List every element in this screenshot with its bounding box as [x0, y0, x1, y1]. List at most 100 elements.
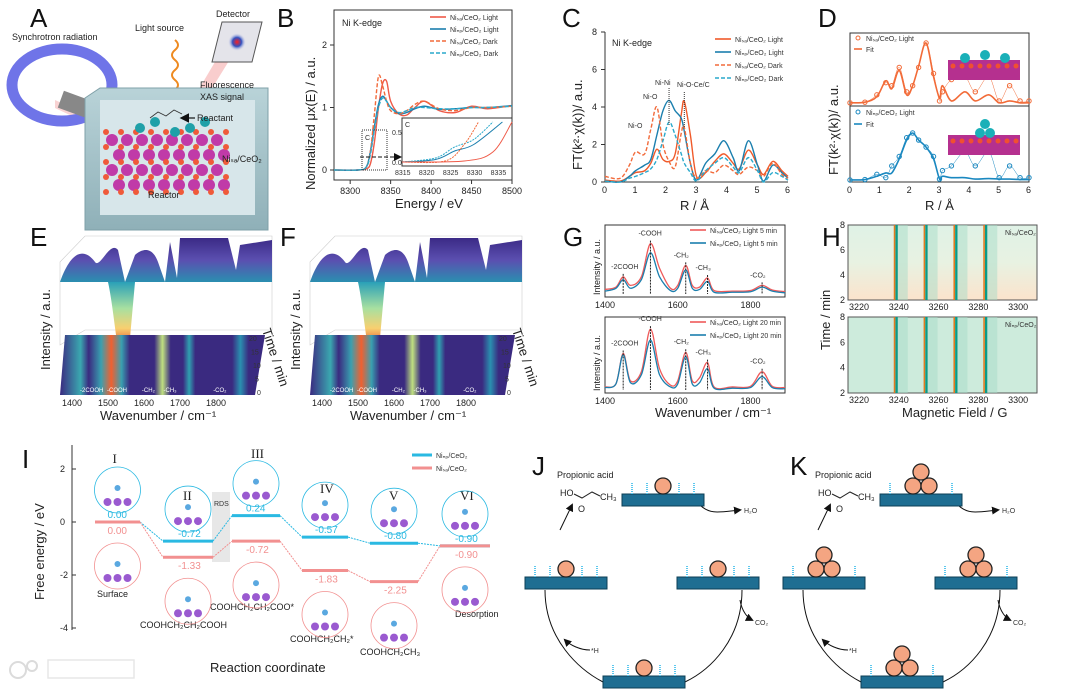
peak-label: -CH₃ — [696, 350, 711, 357]
peak-label: -2COOH — [80, 388, 103, 394]
y-axis-label: Intensity / a.u. — [38, 289, 53, 370]
peak-label: -CH₂ — [674, 252, 689, 259]
peak-label: -CO₂ — [463, 388, 477, 394]
panel-e: 1400 1500 1600 1700 1800 0 5 10 15 20 -2COOH -COOH -… — [38, 235, 292, 423]
o-atom — [208, 174, 214, 180]
series-c-0 — [604, 99, 789, 182]
ce-atom — [173, 149, 185, 161]
ce-atom — [113, 149, 125, 161]
x-tick-label: 5 — [755, 185, 760, 195]
ce-atom — [143, 179, 155, 191]
signal-band — [984, 225, 988, 300]
o-atom — [118, 129, 124, 135]
ce-atom — [113, 179, 125, 191]
edge-annotation: Ni K-edge — [342, 18, 382, 28]
signal-band — [983, 317, 985, 393]
energy-value: -0.57 — [315, 525, 338, 536]
h2o-label: H₂O — [744, 508, 758, 515]
ni-atom — [185, 596, 191, 603]
ce-atom — [184, 609, 192, 618]
ce-atom — [331, 622, 339, 631]
y-axis-label: Normalized μx(E) / a.u. — [303, 57, 318, 190]
support-block — [524, 576, 608, 590]
y-tick-label: 0 — [322, 165, 327, 175]
data-point — [889, 163, 895, 169]
y-tick-label: 8 — [840, 220, 845, 230]
ce-atom — [188, 149, 200, 161]
time-tick-label: 5 — [505, 377, 509, 384]
inset-x-tick: 8320 — [419, 170, 435, 177]
o-atom — [163, 159, 169, 165]
x-tick-label: 3220 — [849, 302, 869, 312]
time-tick-label: 0 — [257, 390, 261, 397]
signal-shade — [987, 317, 998, 393]
watermark-logo — [9, 659, 135, 679]
x-axis-label: Energy / eV — [395, 196, 463, 211]
o-atom — [148, 159, 154, 165]
o-atom — [223, 144, 229, 150]
structure-circle — [441, 566, 489, 614]
y-tick-label: -2 — [60, 570, 68, 580]
support-block — [879, 493, 963, 507]
y-axis-label: Time / min — [818, 290, 833, 350]
ni-atom — [114, 485, 121, 491]
ni-atom — [985, 128, 995, 138]
ce-atom — [218, 179, 230, 191]
x-tick-label: 3260 — [929, 395, 949, 405]
ni-particle — [815, 546, 833, 564]
x-axis-label: R / Å — [925, 198, 954, 213]
data-point — [915, 137, 922, 143]
peak-label: -2COOH — [611, 264, 638, 271]
ni-atom — [1000, 53, 1010, 63]
structure-circle — [370, 487, 418, 535]
o-atom — [208, 159, 214, 165]
x-tick-label: 1700 — [420, 398, 440, 408]
legend-g-1-0: Niₛₐ/CeO₂ Light 20 min — [710, 320, 781, 327]
ce-atom — [136, 164, 148, 176]
ni-atom — [960, 53, 970, 63]
legend-marker — [855, 35, 861, 41]
ce-atom — [461, 521, 469, 530]
o-atom — [133, 189, 139, 195]
x-tick-label: 5 — [996, 185, 1001, 195]
level-connector — [139, 521, 164, 558]
signal-band — [983, 225, 985, 300]
ce-atom — [121, 164, 133, 176]
series-d-2 — [849, 132, 1030, 181]
series-g-1-0 — [604, 328, 786, 390]
o-atom — [178, 144, 184, 150]
x-tick-label: 1500 — [98, 398, 118, 408]
peak-label: -COOH — [357, 388, 377, 394]
co2-arrow — [739, 599, 754, 621]
signal-band — [925, 317, 928, 393]
legend-b-0: Niₛₐ/CeO₂ Light — [450, 15, 498, 22]
peak-label: -COOH — [107, 388, 127, 394]
level-connector — [139, 521, 164, 542]
peak-label: -CO₂ — [213, 388, 227, 394]
legend-d-2: Niₙₚ/CeO₂ Light — [866, 110, 915, 117]
o-atom — [118, 174, 124, 180]
o-atom — [208, 129, 214, 135]
level-connector — [212, 540, 233, 558]
panel-k: Propionic acid HO CH₃ O H₂O CO₂ *H — [782, 463, 1027, 689]
propionic-acid-structure — [831, 491, 859, 499]
o-atom — [133, 174, 139, 180]
z-axis-label: Time / min — [509, 326, 542, 388]
signal-band — [895, 225, 898, 300]
y-tick-label: 4 — [592, 102, 597, 112]
ce-atom — [106, 134, 118, 146]
peak-label: -CO₂ — [750, 272, 766, 279]
o-atom — [163, 144, 169, 150]
x-tick-label: 3 — [694, 185, 699, 195]
data-point — [939, 167, 946, 174]
y-tick-label: 6 — [592, 65, 597, 75]
ni-particle — [912, 463, 930, 481]
ni-atom — [980, 50, 990, 60]
y-tick-label: 0 — [592, 177, 597, 187]
x-tick-label: 8300 — [340, 186, 360, 196]
o-atom — [986, 138, 992, 144]
o-atom — [977, 138, 983, 144]
y-tick-label: 0 — [60, 517, 65, 527]
structure-circle — [441, 490, 489, 538]
